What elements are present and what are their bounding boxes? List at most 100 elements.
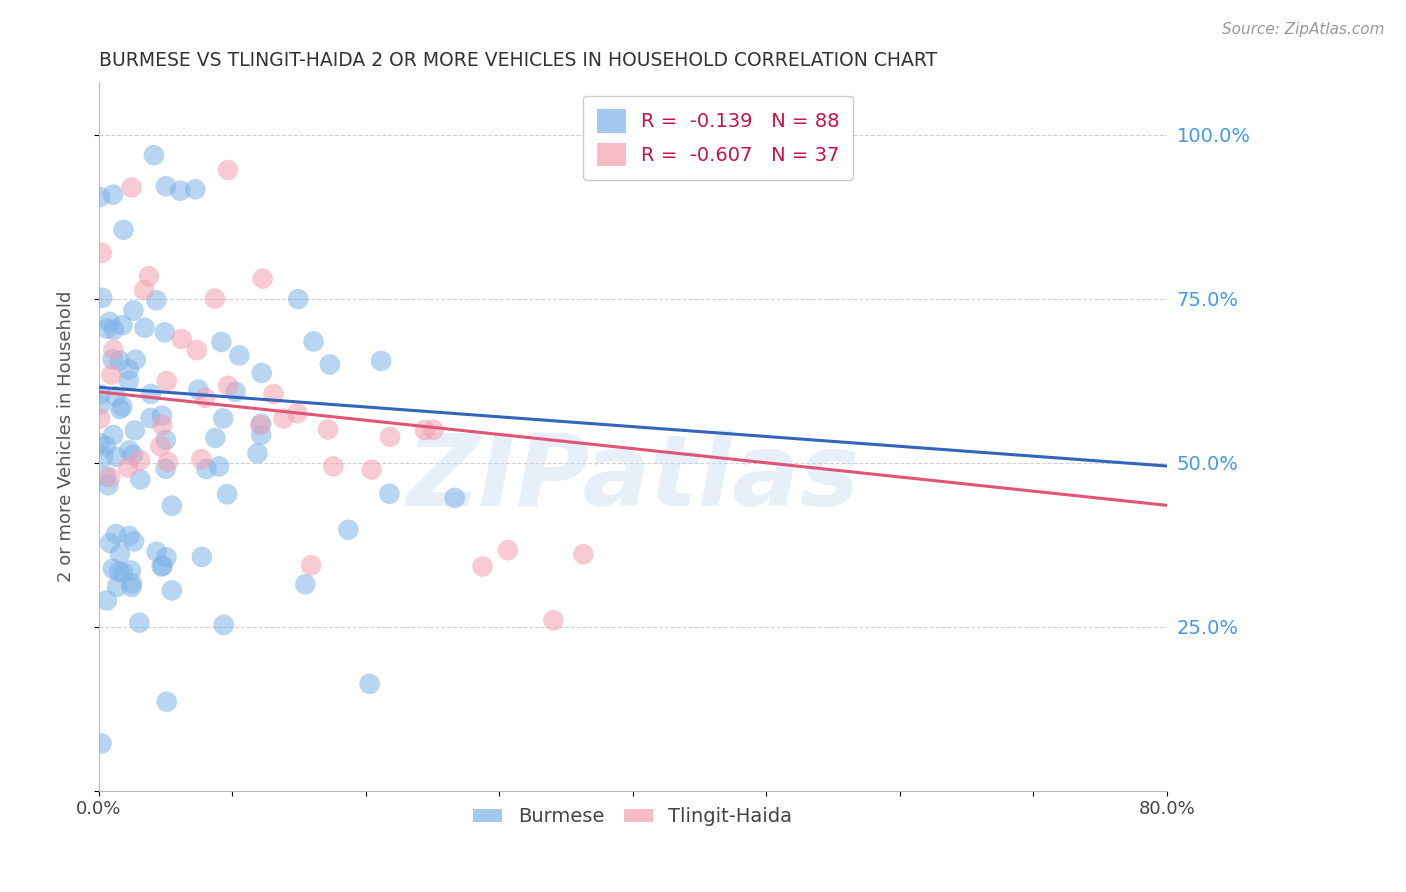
Point [104, 389, 127, 403]
Point [322, 459, 344, 474]
Point [191, 549, 214, 564]
Point [98, 536, 121, 550]
Point [160, 499, 183, 513]
Point [155, 550, 177, 565]
Point [89, 411, 111, 425]
Point [101, 352, 124, 367]
Point [125, 352, 148, 367]
Point [337, 523, 360, 537]
Point [118, 443, 141, 458]
Point [250, 417, 273, 431]
Point [98, 315, 121, 329]
Point [117, 460, 139, 475]
Point [111, 400, 134, 414]
Point [101, 187, 124, 202]
Point [170, 332, 193, 346]
Text: Source: ZipAtlas.com: Source: ZipAtlas.com [1222, 22, 1385, 37]
Point [249, 417, 271, 432]
Point [422, 423, 444, 437]
Point [107, 565, 129, 579]
Point [413, 423, 436, 437]
Point [246, 446, 269, 460]
Point [204, 431, 226, 445]
Point [118, 362, 141, 376]
Text: ZIPatlas: ZIPatlas [406, 431, 859, 527]
Point [209, 334, 232, 349]
Point [108, 402, 131, 417]
Point [160, 583, 183, 598]
Point [128, 453, 150, 467]
Point [90, 736, 112, 750]
Point [150, 559, 173, 574]
Point [250, 428, 273, 442]
Point [155, 433, 177, 447]
Point [359, 677, 381, 691]
Point [138, 269, 160, 284]
Point [97, 478, 120, 492]
Point [150, 418, 173, 433]
Point [122, 534, 145, 549]
Point [100, 368, 122, 382]
Point [252, 271, 274, 285]
Point [150, 409, 173, 423]
Point [228, 348, 250, 362]
Point [184, 182, 207, 196]
Text: BURMESE VS TLINGIT-HAIDA 2 OR MORE VEHICLES IN HOUSEHOLD CORRELATION CHART: BURMESE VS TLINGIT-HAIDA 2 OR MORE VEHIC… [98, 51, 936, 70]
Point [105, 450, 128, 464]
Point [543, 613, 565, 627]
Y-axis label: 2 or more Vehicles in Household: 2 or more Vehicles in Household [58, 291, 75, 582]
Point [118, 529, 141, 543]
Point [204, 292, 226, 306]
Point [155, 461, 177, 475]
Point [134, 320, 156, 334]
Point [121, 576, 143, 591]
Point [378, 487, 401, 501]
Point [370, 354, 392, 368]
Point [121, 580, 143, 594]
Point [208, 459, 231, 474]
Point [360, 463, 382, 477]
Point [187, 383, 209, 397]
Point [142, 148, 165, 162]
Point [250, 366, 273, 380]
Point [105, 527, 128, 541]
Point [217, 487, 239, 501]
Point [101, 562, 124, 576]
Point [89, 436, 111, 450]
Point [122, 303, 145, 318]
Point [471, 559, 494, 574]
Point [145, 293, 167, 308]
Point [121, 180, 143, 194]
Point [128, 615, 150, 630]
Point [263, 387, 285, 401]
Point [98, 470, 121, 484]
Legend: Burmese, Tlingit-Haida: Burmese, Tlingit-Haida [465, 799, 800, 834]
Point [186, 343, 208, 358]
Point [89, 190, 111, 204]
Point [111, 318, 134, 332]
Point [273, 411, 295, 425]
Point [103, 343, 125, 357]
Point [89, 398, 111, 412]
Point [156, 374, 179, 388]
Point [134, 283, 156, 297]
Point [145, 545, 167, 559]
Point [103, 428, 125, 442]
Point [225, 384, 247, 399]
Point [94, 469, 117, 483]
Point [294, 577, 316, 591]
Point [108, 353, 131, 368]
Point [287, 292, 309, 306]
Point [152, 558, 174, 573]
Point [129, 472, 152, 486]
Point [316, 423, 339, 437]
Point [378, 430, 401, 444]
Point [89, 387, 111, 401]
Point [496, 543, 519, 558]
Point [122, 448, 145, 462]
Point [319, 358, 342, 372]
Point [90, 246, 112, 260]
Point [212, 618, 235, 632]
Point [212, 411, 235, 425]
Point [96, 321, 118, 335]
